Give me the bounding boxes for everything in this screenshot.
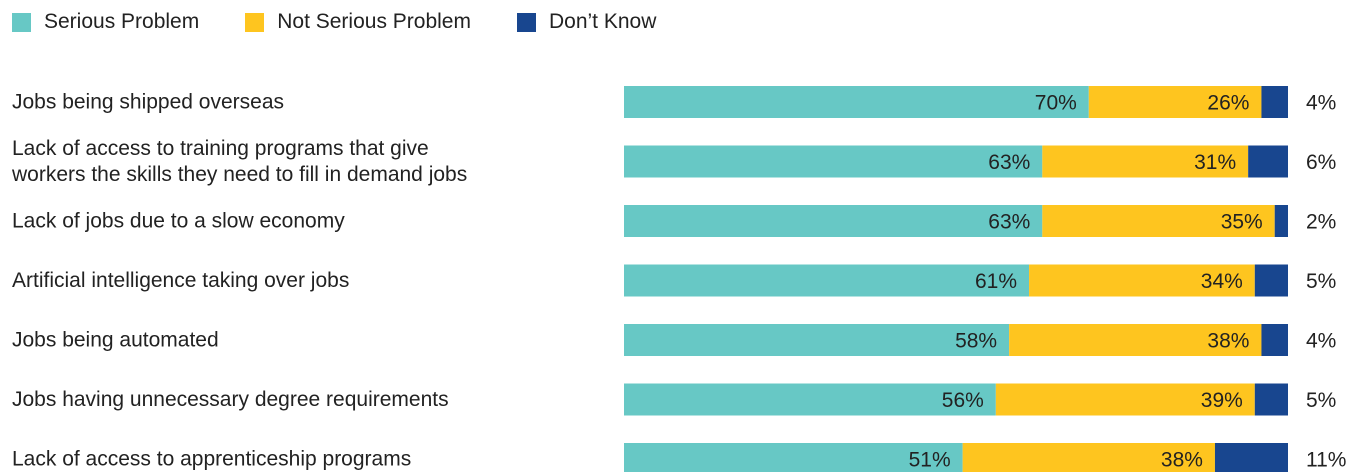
- bar-segment-serious: [624, 443, 963, 472]
- bar-segment-serious: [624, 145, 1043, 178]
- value-label-not-serious: 34%: [1201, 270, 1243, 293]
- bar-segment-dont-know: [1261, 86, 1288, 118]
- legend-swatch-dont-know: [516, 12, 536, 32]
- category-label: workers the skills they need to fill in …: [11, 163, 467, 186]
- value-label-not-serious: 26%: [1207, 92, 1249, 115]
- bar-segment-not-serious: [1009, 324, 1262, 356]
- category-label: Jobs being shipped overseas: [12, 91, 284, 114]
- bar-segment-dont-know: [1248, 145, 1288, 178]
- bar-segment-not-serious: [1029, 264, 1255, 297]
- value-label-serious: 58%: [955, 330, 997, 353]
- bar-segment-not-serious: [962, 443, 1215, 472]
- value-label-serious: 63%: [988, 151, 1030, 174]
- bar-segment-serious: [624, 324, 1010, 356]
- value-label-not-serious: 38%: [1207, 330, 1249, 353]
- value-label-dont-know: 6%: [1306, 151, 1336, 174]
- category-label: Artificial intelligence taking over jobs: [12, 269, 349, 292]
- category-label: Lack of access to training programs that…: [12, 137, 429, 160]
- bar-segment-serious: [624, 205, 1043, 237]
- legend-swatch-serious: [12, 12, 31, 32]
- bar-segment-dont-know: [1261, 324, 1288, 356]
- value-label-serious: 70%: [1035, 92, 1077, 115]
- value-label-dont-know: 2%: [1306, 211, 1336, 234]
- bar-segment-serious: [624, 383, 996, 416]
- value-label-dont-know: 5%: [1306, 270, 1336, 293]
- legend-label-serious: Serious Problem: [44, 10, 200, 33]
- value-label-not-serious: 39%: [1201, 389, 1243, 412]
- legend-label-dont-know: Don’t Know: [548, 10, 657, 33]
- value-label-dont-know: 11%: [1306, 449, 1346, 472]
- legend-item-dont-know: Don’t Know: [516, 10, 657, 34]
- legend-item-serious: Serious Problem: [12, 10, 199, 34]
- category-label: Jobs having unnecessary degree requireme…: [12, 388, 449, 411]
- category-label: Jobs being automated: [12, 329, 219, 352]
- bar-segment-dont-know: [1254, 264, 1288, 297]
- value-label-dont-know: 4%: [1306, 330, 1336, 353]
- bar-segment-dont-know: [1254, 383, 1288, 416]
- legend: Serious Problem Not Serious Problem Don’…: [12, 10, 702, 34]
- legend-item-not-serious: Not Serious Problem: [245, 10, 471, 34]
- value-label-serious: 56%: [942, 389, 984, 412]
- value-label-serious: 63%: [988, 211, 1030, 234]
- value-label-dont-know: 5%: [1306, 389, 1336, 412]
- bar-segment-not-serious: [1088, 86, 1262, 118]
- value-label-not-serious: 31%: [1194, 151, 1236, 174]
- value-label-dont-know: 4%: [1306, 92, 1336, 115]
- bar-segment-not-serious: [995, 383, 1255, 416]
- value-label-serious: 61%: [975, 270, 1017, 293]
- value-label-not-serious: 35%: [1221, 211, 1263, 234]
- bar-segment-not-serious: [1042, 145, 1249, 178]
- category-label: Lack of jobs due to a slow economy: [12, 210, 345, 233]
- bar-segment-not-serious: [1042, 205, 1275, 237]
- legend-swatch-not-serious: [245, 12, 265, 32]
- bar-segment-dont-know: [1214, 443, 1288, 472]
- value-label-not-serious: 38%: [1161, 449, 1203, 472]
- category-label: Lack of access to apprenticeship program…: [12, 448, 411, 471]
- bar-segment-serious: [624, 264, 1030, 297]
- legend-label-not-serious: Not Serious Problem: [277, 10, 471, 33]
- value-label-serious: 51%: [909, 449, 951, 472]
- bar-segment-dont-know: [1274, 205, 1288, 237]
- bar-segment-serious: [624, 86, 1089, 118]
